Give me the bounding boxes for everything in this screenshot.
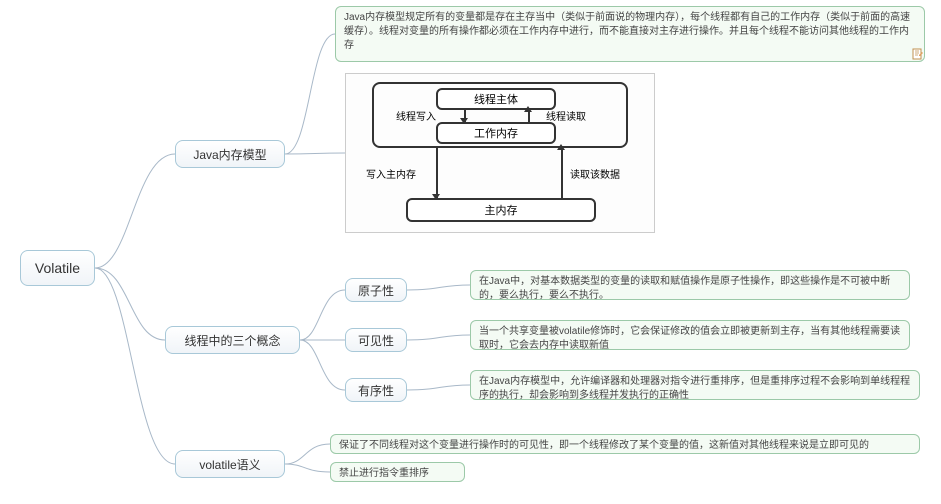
mem-arrow-head — [524, 106, 532, 112]
child-ordering[interactable]: 有序性 — [345, 378, 407, 402]
mem-arrow — [561, 148, 563, 198]
mem-box-1-label: 工作内存 — [474, 125, 518, 141]
memory-model-diagram: 线程主体 工作内存 主内存 线程写入 线程读取 写入主内存 读取该数据 — [345, 73, 655, 233]
ordering-note-text: 在Java内存模型中，允许编译器和处理器对指令进行重排序，但是重排序过程不会影响… — [479, 376, 910, 401]
mem-box-main-memory: 主内存 — [406, 198, 596, 222]
mem-arrow — [436, 148, 438, 198]
mem-label-0: 线程写入 — [396, 108, 436, 123]
child-atomicity-label: 原子性 — [358, 282, 394, 299]
jmm-note-0: Java内存模型规定所有的变量都是存在主存当中（类似于前面说的物理内存），每个线… — [335, 6, 925, 62]
root-node[interactable]: Volatile — [20, 250, 95, 286]
jmm-note-0-text: Java内存模型规定所有的变量都是存在主存当中（类似于前面说的物理内存），每个线… — [344, 12, 910, 51]
visibility-note: 当一个共享变量被volatile修饰时，它会保证修改的值会立即被更新到主存，当有… — [470, 320, 910, 350]
semantics-note-0: 保证了不同线程对这个变量进行操作时的可见性，即一个线程修改了某个变量的值，这新值… — [330, 434, 920, 454]
branch-jmm-label: Java内存模型 — [193, 146, 266, 163]
visibility-note-text: 当一个共享变量被volatile修饰时，它会保证修改的值会立即被更新到主存，当有… — [479, 326, 900, 351]
branch-jmm[interactable]: Java内存模型 — [175, 140, 285, 168]
mem-box-working-memory: 工作内存 — [436, 122, 556, 144]
child-visibility-label: 可见性 — [358, 332, 394, 349]
atomicity-note: 在Java中，对基本数据类型的变量的读取和赋值操作是原子性操作，即这些操作是不可… — [470, 270, 910, 300]
mem-label-2: 写入主内存 — [366, 166, 416, 181]
mem-label-1: 线程读取 — [546, 108, 586, 123]
root-label: Volatile — [35, 260, 80, 276]
branch-concepts-label: 线程中的三个概念 — [184, 332, 280, 349]
mem-box-thread-body: 线程主体 — [436, 88, 556, 110]
mem-arrow-head — [557, 144, 565, 150]
mem-arrow-head — [432, 194, 440, 200]
mem-arrow-head — [460, 118, 468, 124]
child-visibility[interactable]: 可见性 — [345, 328, 407, 352]
atomicity-note-text: 在Java中，对基本数据类型的变量的读取和赋值操作是原子性操作，即这些操作是不可… — [479, 276, 890, 301]
child-atomicity[interactable]: 原子性 — [345, 278, 407, 302]
mem-box-0-label: 线程主体 — [474, 91, 518, 107]
branch-semantics-label: volatile语义 — [199, 456, 260, 473]
ordering-note: 在Java内存模型中，允许编译器和处理器对指令进行重排序，但是重排序过程不会影响… — [470, 370, 920, 400]
branch-semantics[interactable]: volatile语义 — [175, 450, 285, 478]
mem-box-2-label: 主内存 — [485, 202, 518, 218]
semantics-note-0-text: 保证了不同线程对这个变量进行操作时的可见性，即一个线程修改了某个变量的值，这新值… — [339, 440, 869, 451]
mem-label-3: 读取该数据 — [570, 166, 620, 181]
semantics-note-1: 禁止进行指令重排序 — [330, 462, 465, 482]
branch-concepts[interactable]: 线程中的三个概念 — [165, 326, 300, 354]
edit-note-icon[interactable] — [912, 48, 924, 60]
semantics-note-1-text: 禁止进行指令重排序 — [339, 468, 429, 479]
child-ordering-label: 有序性 — [358, 382, 394, 399]
